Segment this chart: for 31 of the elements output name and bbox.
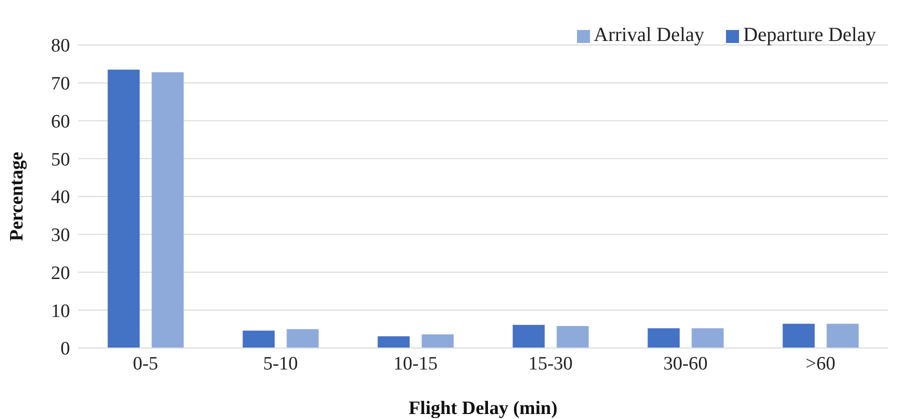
bar [512,324,545,348]
y-tick-label: 60 [51,111,70,132]
bar [378,336,410,348]
bar [422,334,454,348]
x-tick-label: 15-30 [528,353,573,374]
x-tick-label: 10-15 [393,353,438,374]
bar [826,324,859,348]
y-tick-label: 80 [51,36,70,57]
bar [242,330,275,348]
x-tick-label: 0-5 [132,353,158,374]
x-tick-label: 30-60 [663,353,708,374]
bar [648,328,680,348]
bar [692,328,724,348]
y-tick-label: 40 [51,187,70,208]
x-tick-label: >60 [806,353,836,374]
bar [152,72,184,348]
y-tick-label: 20 [51,262,70,284]
x-axis-title: Flight Delay (min) [408,398,558,419]
y-tick-label: 30 [51,225,70,246]
y-tick-label: 50 [51,149,70,170]
y-tick-label: 0 [60,338,70,360]
bar [108,70,140,348]
legend-label: Arrival Delay [594,24,704,46]
y-axis-title: Percentage [6,152,28,242]
bar [556,326,589,348]
y-tick-label: 10 [51,300,70,322]
legend-label: Departure Delay [743,24,876,46]
x-tick-label: 5-10 [263,353,298,374]
bar [782,324,815,348]
bar [286,329,319,348]
y-tick-label: 70 [51,74,70,95]
